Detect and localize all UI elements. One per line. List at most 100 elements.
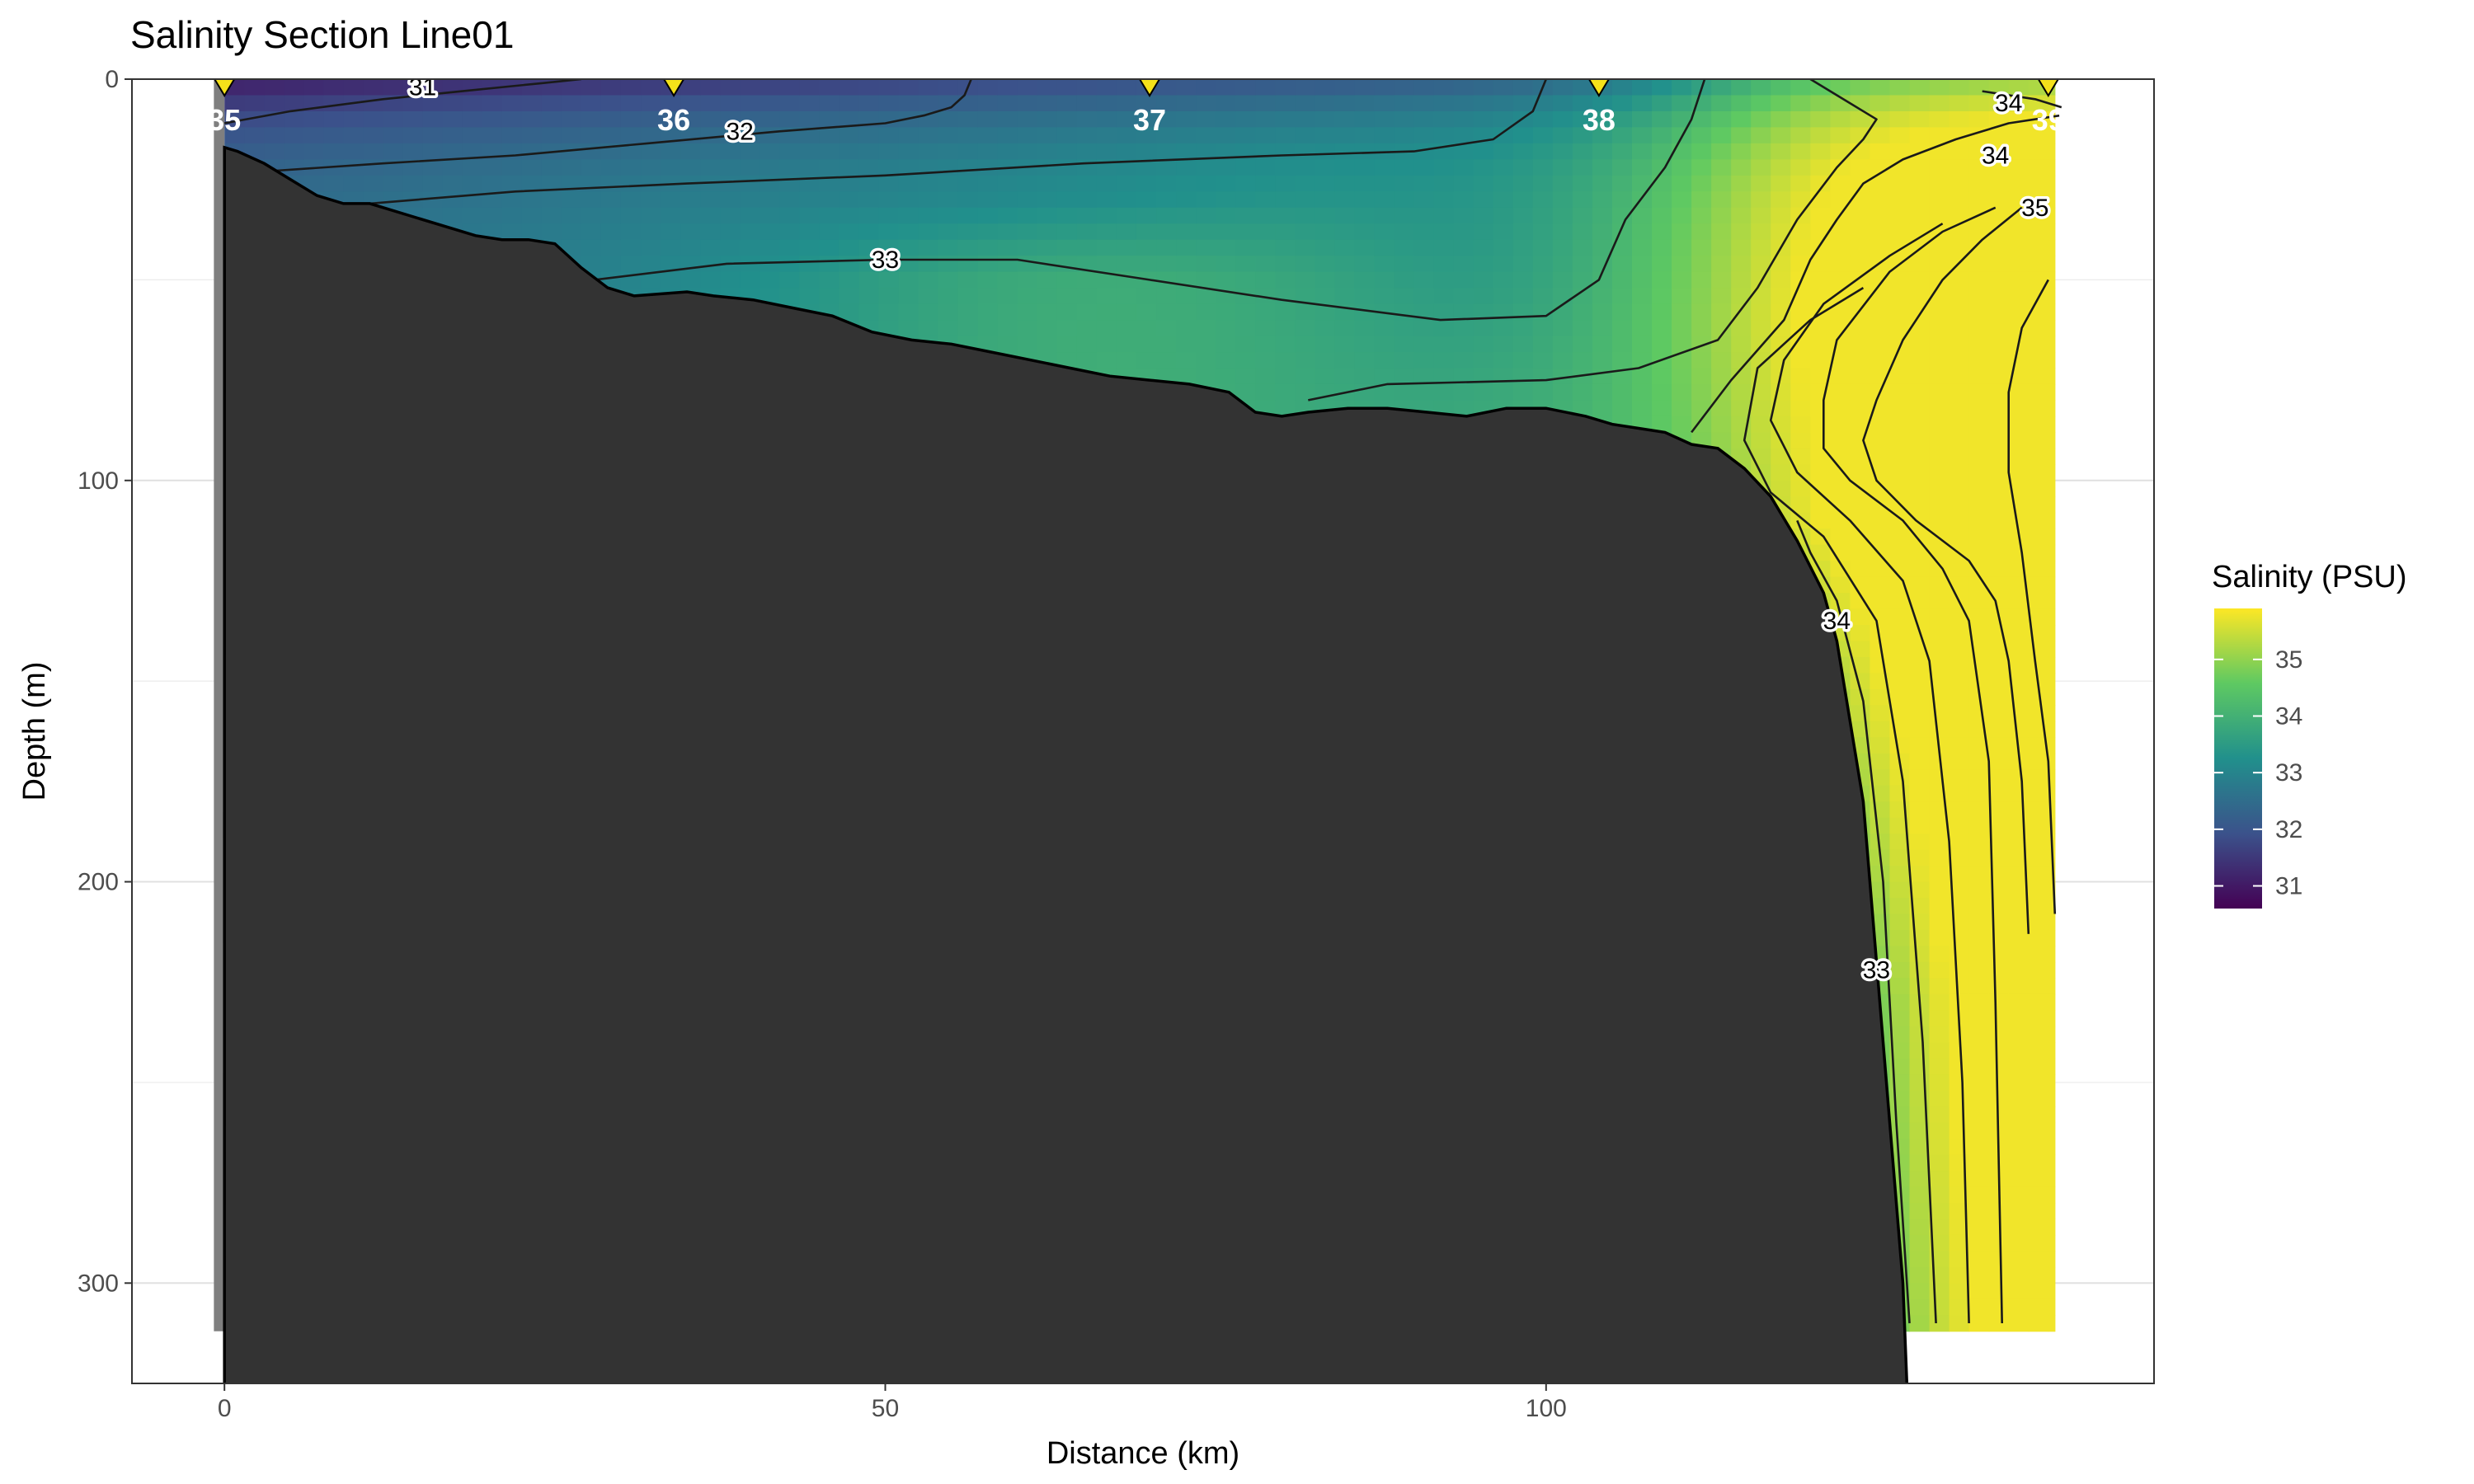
heatmap-cell	[1156, 336, 1177, 353]
heatmap-cell	[1076, 191, 1098, 209]
heatmap-cell	[641, 207, 661, 224]
heatmap-cell	[462, 207, 483, 224]
heatmap-cell	[878, 320, 900, 337]
heatmap-cell	[720, 191, 741, 209]
heatmap-cell	[700, 110, 721, 129]
heatmap-cell	[878, 303, 900, 321]
heatmap-cell	[1056, 79, 1078, 96]
heatmap-cell	[1275, 303, 1296, 321]
heatmap-cell	[600, 223, 622, 241]
heatmap-cell	[839, 256, 860, 273]
heatmap-cell	[760, 271, 780, 289]
heatmap-cell	[402, 95, 424, 112]
heatmap-cell	[740, 127, 760, 144]
heatmap-cell	[1176, 320, 1197, 337]
heatmap-cell	[1216, 320, 1236, 337]
heatmap-cell	[402, 159, 424, 176]
heatmap-cell	[1056, 95, 1078, 112]
heatmap-cell	[1354, 127, 1376, 144]
heatmap-cell	[1017, 320, 1038, 337]
heatmap-cell	[858, 143, 880, 160]
heatmap-cell	[402, 79, 424, 96]
heatmap-cell	[740, 207, 760, 224]
heatmap-cell	[1076, 303, 1098, 321]
heatmap-cell	[878, 271, 900, 289]
heatmap-cell	[600, 175, 622, 192]
heatmap-cell	[938, 79, 959, 96]
heatmap-cell	[819, 159, 840, 176]
heatmap-cell	[997, 143, 1018, 160]
heatmap-cell	[1037, 79, 1058, 96]
heatmap-cell	[1433, 288, 1455, 305]
heatmap-cell	[997, 175, 1018, 192]
heatmap-cell	[1453, 159, 1475, 176]
heatmap-cell	[1056, 256, 1078, 273]
heatmap-cell	[977, 191, 999, 209]
heatmap-cell	[938, 143, 959, 160]
heatmap-cell	[779, 239, 800, 256]
heatmap-cell	[1453, 320, 1475, 337]
heatmap-cell	[661, 271, 681, 289]
heatmap-cell	[779, 143, 800, 160]
heatmap-cell	[1473, 303, 1494, 321]
heatmap-cell	[1394, 223, 1415, 241]
heatmap-cell	[1473, 143, 1494, 160]
heatmap-cell	[977, 320, 999, 337]
heatmap-cell	[680, 191, 701, 209]
heatmap-cell	[462, 127, 483, 144]
heatmap-cell	[680, 271, 701, 289]
heatmap-cell	[1116, 320, 1137, 337]
heatmap-cell	[600, 191, 622, 209]
heatmap-cell	[1216, 223, 1236, 241]
heatmap-cell	[740, 95, 760, 112]
heatmap-cell	[1136, 95, 1157, 112]
heatmap-cell	[1176, 191, 1197, 209]
heatmap-cell	[977, 336, 999, 353]
heatmap-cell	[1295, 320, 1315, 337]
heatmap-cell	[839, 79, 860, 96]
heatmap-cell	[957, 159, 979, 176]
heatmap-cell	[918, 191, 939, 209]
heatmap-cell	[1235, 239, 1256, 256]
heatmap-cell	[1453, 239, 1475, 256]
heatmap-cell	[1394, 95, 1415, 112]
heatmap-cell	[561, 95, 582, 112]
heatmap-cell	[1116, 256, 1137, 273]
heatmap-cell	[661, 256, 681, 273]
heatmap-cell	[1136, 239, 1157, 256]
heatmap-cell	[1017, 191, 1038, 209]
heatmap-cell	[1473, 159, 1494, 176]
heatmap-cell	[1116, 110, 1137, 129]
heatmap-cell	[779, 223, 800, 241]
heatmap-cell	[661, 110, 681, 129]
heatmap-cell	[1255, 191, 1276, 209]
heatmap-cell	[1433, 223, 1455, 241]
heatmap-cell	[343, 159, 365, 176]
heatmap-cell	[779, 191, 800, 209]
heatmap-cell	[1413, 127, 1435, 144]
heatmap-cell	[1116, 143, 1137, 160]
heatmap-cell	[1255, 239, 1276, 256]
heatmap-cell	[1076, 127, 1098, 144]
heatmap-cell	[1315, 271, 1335, 289]
heatmap-cell	[521, 223, 543, 241]
heatmap-cell	[1453, 368, 1475, 385]
heatmap-cell	[977, 207, 999, 224]
heatmap-cell	[1235, 79, 1256, 96]
heatmap-cell	[1037, 191, 1058, 209]
heatmap-cell	[1096, 191, 1117, 209]
heatmap-cell	[740, 143, 760, 160]
heatmap-cell	[819, 175, 840, 192]
heatmap-cell	[1156, 207, 1177, 224]
heatmap-cell	[422, 79, 444, 96]
heatmap-cell	[1453, 175, 1475, 192]
heatmap-cell	[1196, 223, 1216, 241]
heatmap-cell	[1413, 223, 1435, 241]
heatmap-cell	[1017, 127, 1038, 144]
heatmap-cell	[661, 159, 681, 176]
heatmap-cell	[343, 79, 365, 96]
heatmap-cell	[760, 239, 780, 256]
heatmap-cell	[1255, 336, 1276, 353]
heatmap-cell	[720, 223, 741, 241]
heatmap-cell	[1196, 256, 1216, 273]
